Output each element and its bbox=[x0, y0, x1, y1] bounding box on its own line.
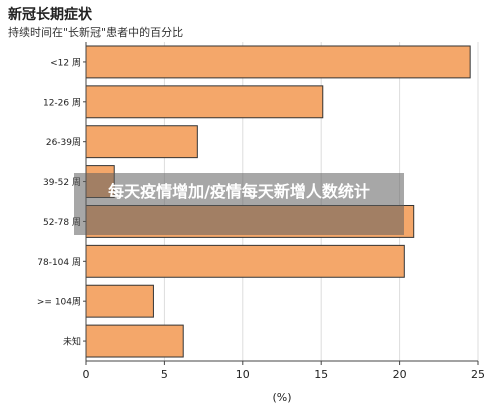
chart-subtitle: 持续时间在"长新冠"患者中的百分比 bbox=[8, 26, 184, 39]
bar-5 bbox=[85, 244, 405, 278]
x-tick-label: 10 bbox=[236, 368, 250, 381]
x-tick-label: 5 bbox=[161, 368, 168, 381]
category-label: 26-39周 bbox=[46, 137, 81, 148]
chart-title: 新冠长期症状 bbox=[8, 7, 92, 23]
category-label: 78-104 周 bbox=[37, 257, 81, 268]
category-label: >= 104周 bbox=[37, 297, 81, 308]
x-tick-label: 20 bbox=[393, 368, 407, 381]
bar-1 bbox=[85, 85, 324, 119]
x-tick-label: 0 bbox=[83, 368, 90, 381]
category-label: 12-26 周 bbox=[43, 97, 81, 108]
category-label: <12 周 bbox=[50, 57, 81, 68]
watermark-banner: 每天疫情增加/疫情每天新增人数统计 bbox=[74, 173, 404, 235]
category-label: 未知 bbox=[63, 336, 81, 348]
bar-2 bbox=[85, 125, 198, 159]
category-label: 52-78 周 bbox=[43, 217, 81, 228]
category-label: 39-52 周 bbox=[43, 177, 81, 188]
x-axis-label: (%) bbox=[272, 391, 291, 404]
bar-7 bbox=[85, 324, 184, 358]
x-tick-label: 15 bbox=[314, 368, 328, 381]
bar-6 bbox=[85, 284, 154, 318]
x-tick-label: 25 bbox=[471, 368, 485, 381]
bar-0 bbox=[85, 45, 471, 79]
